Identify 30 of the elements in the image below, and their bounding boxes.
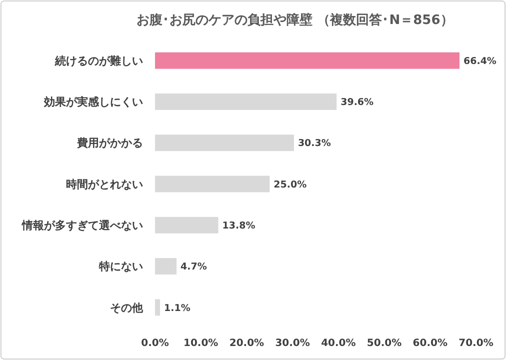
x-tick-label: 40.0% [321,338,356,349]
data-label: 66.4% [463,56,497,67]
data-label: 25.0% [274,179,308,190]
data-label: 4.7% [180,262,208,273]
data-label: 13.8% [222,220,256,232]
y-tick-label: 情報が多すぎて選べない [21,218,143,232]
chart-title: お腹･お尻のケアの負担や障壁 （複数回答･N＝856） [136,12,454,28]
y-tick-label: その他 [110,301,144,314]
y-tick-label: 効果が実感しにくい [43,96,143,109]
x-tick-label: 60.0% [412,338,448,349]
x-tick-label: 70.0% [458,338,494,349]
data-label: 39.6% [340,97,374,108]
data-label: 30.3% [298,138,332,150]
bar [155,52,460,69]
x-tick-label: 20.0% [229,338,264,349]
y-tick-label: 費用がかかる [76,136,143,150]
bar [155,258,177,275]
y-tick-label: 続けるのが難しい [54,54,143,68]
bar [155,299,160,316]
x-tick-label: 0.0% [141,338,169,349]
y-tick-label: 時間がとれない [66,178,143,191]
bar [155,216,218,234]
bar [155,93,337,110]
x-tick-label: 30.0% [275,338,310,349]
x-tick-label: 50.0% [366,338,402,349]
bar [155,134,294,152]
data-label: 1.1% [164,302,191,314]
y-tick-label: 特にない [98,260,143,274]
x-tick-label: 10.0% [184,338,218,349]
bar [155,176,270,192]
